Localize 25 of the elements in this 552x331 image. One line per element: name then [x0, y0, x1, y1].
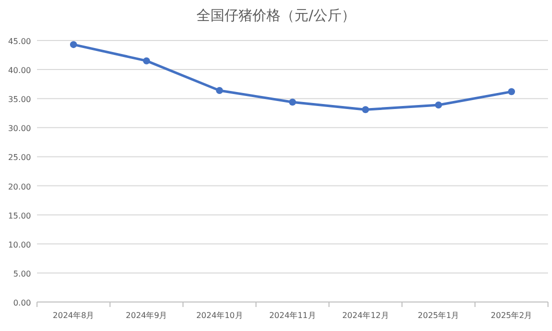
- x-tick-label: 2025年1月: [418, 311, 460, 320]
- y-tick-label: 5.00: [13, 269, 31, 278]
- y-tick-label: 15.00: [8, 211, 31, 220]
- x-tick-label: 2024年8月: [52, 311, 94, 320]
- chart-title: 全国仔猪价格（元/公斤）: [196, 8, 356, 24]
- y-tick-label: 10.00: [8, 240, 31, 250]
- y-tick-label: 25.00: [8, 153, 31, 162]
- x-tick-label: 2024年10月: [196, 311, 243, 320]
- point: [143, 57, 150, 64]
- point: [70, 41, 77, 48]
- point: [216, 86, 223, 94]
- point: [508, 88, 515, 96]
- y-tick-label: 45.00: [8, 37, 31, 46]
- x-tick-label: 2024年12月: [342, 311, 389, 320]
- x-tick-label: 2024年9月: [126, 311, 168, 320]
- y-tick-label: 20.00: [8, 182, 31, 192]
- point: [435, 102, 442, 109]
- x-tick-label: 2025年2月: [490, 311, 532, 320]
- y-tick-label: 30.00: [8, 124, 31, 134]
- y-tick-label: 40.00: [8, 66, 31, 76]
- point: [362, 106, 369, 114]
- y-tick-label: 35.00: [8, 95, 31, 104]
- y-tick-label: 0.00: [13, 298, 31, 308]
- x-tick-label: 2024年11月: [269, 311, 316, 320]
- point: [289, 98, 296, 106]
